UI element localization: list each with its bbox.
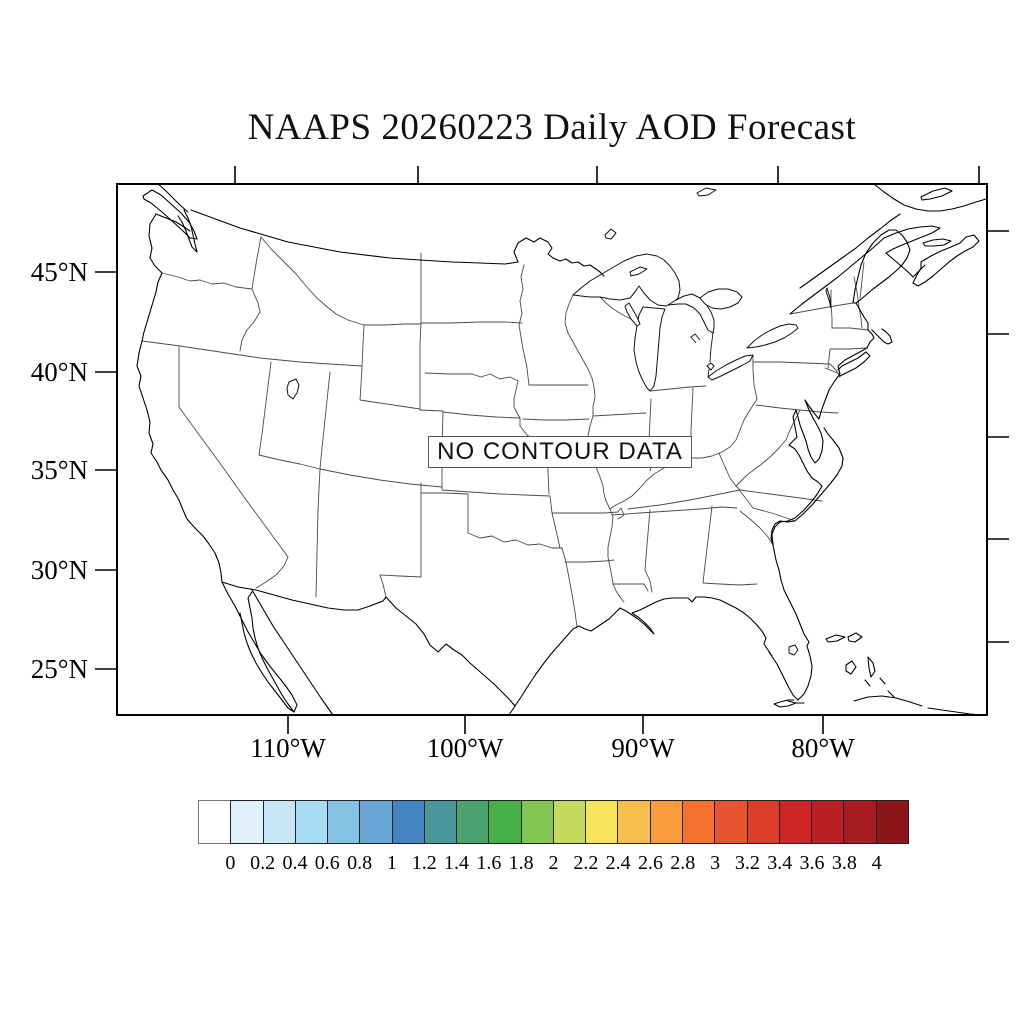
colorbar-cell (391, 800, 425, 844)
lat-label-40n: 40°N (30, 357, 88, 387)
axis-ticks (95, 166, 1009, 734)
colorbar-tick-label: 1.2 (411, 852, 437, 874)
lon-label-110w: 110°W (250, 733, 326, 763)
colorbar-cell (585, 800, 619, 844)
colorbar-cell (778, 800, 813, 844)
colorbar-tick-label: 1.4 (444, 852, 470, 874)
colorbar-cell (488, 800, 522, 844)
colorbar-cell (456, 800, 490, 844)
colorbar-cell (359, 800, 393, 844)
colorbar-tick-label: 1 (386, 852, 397, 874)
colorbar-tick-label: 0 (225, 852, 236, 874)
colorbar-tick-label: 3.2 (734, 852, 760, 874)
colorbar-tick-label: 2.2 (573, 852, 599, 874)
no-contour-data-label: NO CONTOUR DATA (428, 436, 692, 468)
colorbar-tick-label: 3.6 (799, 852, 825, 874)
colorbar-tick-label: 2 (548, 852, 559, 874)
colorbar-labels: 0 0.2 0.4 0.6 0.8 1 1.2 1.4 1.6 1.8 2 2.2 2.4 2.6 2.8 3… (0, 852, 1024, 878)
lake-connectors-path (690, 332, 714, 378)
map-frame (116, 183, 988, 716)
lat-label-25n: 25°N (30, 654, 88, 684)
plot-title: NAAPS 20260223 Daily AOD Forecast (247, 107, 857, 148)
coastline-path (136, 183, 987, 716)
colorbar-tick-label: 0.2 (250, 852, 276, 874)
colorbar (198, 800, 909, 844)
colorbar-cell (843, 800, 877, 844)
colorbar-cell (746, 800, 780, 844)
colorbar-tick-label: 3.4 (767, 852, 793, 874)
colorbar-cell (520, 800, 554, 844)
colorbar-cell (811, 800, 845, 844)
lon-label-90w: 90°W (611, 733, 675, 763)
colorbar-tick-label: 2.6 (637, 852, 663, 874)
colorbar-cell (649, 800, 683, 844)
colorbar-tick-label: 3 (710, 852, 721, 874)
colorbar-tick-label: 0.8 (347, 852, 373, 874)
colorbar-cell (875, 800, 909, 844)
colorbar-tick-label: 1.8 (508, 852, 534, 874)
colorbar-cell (230, 800, 264, 844)
colorbar-cell (423, 800, 458, 844)
lon-label-80w: 80°W (791, 733, 855, 763)
lat-label-45n: 45°N (30, 257, 88, 287)
colorbar-tick-label: 2.8 (670, 852, 696, 874)
colorbar-cell (552, 800, 587, 844)
colorbar-tick-label: 0.4 (282, 852, 308, 874)
great-lakes-path (286, 187, 832, 656)
colorbar-tick-label: 3.8 (831, 852, 857, 874)
colorbar-cell (198, 800, 232, 844)
colorbar-tick-label: 2.4 (605, 852, 631, 874)
colorbar-tick-label: 1.6 (476, 852, 502, 874)
colorbar-cell (327, 800, 361, 844)
colorbar-cell (294, 800, 329, 844)
colorbar-tick-label: 0.6 (314, 852, 340, 874)
colorbar-tick-label: 4 (871, 852, 882, 874)
lat-label-35n: 35°N (30, 455, 88, 485)
colorbar-cell (681, 800, 716, 844)
state-borders-path (141, 236, 869, 628)
colorbar-cell (714, 800, 748, 844)
colorbar-cell (617, 800, 651, 844)
lat-label-30n: 30°N (30, 555, 88, 585)
lon-label-100w: 100°W (426, 733, 504, 763)
colorbar-cell (262, 800, 296, 844)
